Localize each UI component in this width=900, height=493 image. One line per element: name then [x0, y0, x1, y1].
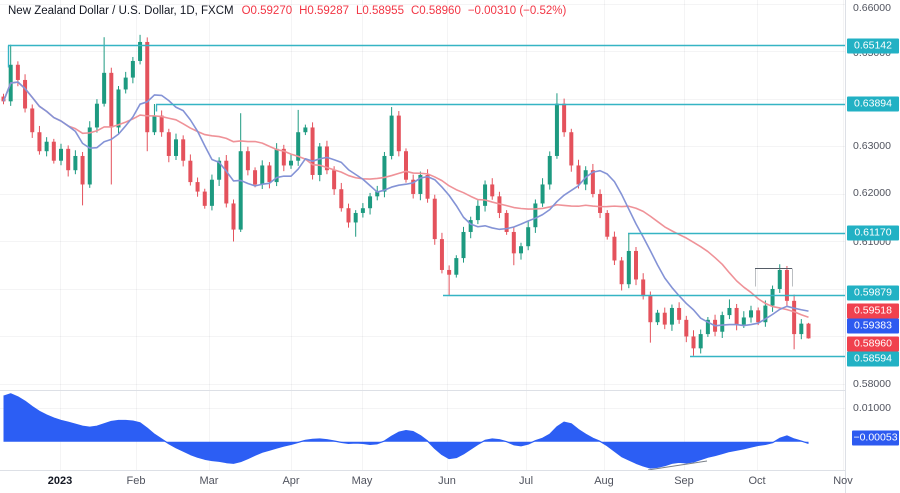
price-tag-label: 0.58960: [847, 336, 899, 352]
ohlc-close: C0.58960: [410, 5, 461, 17]
price-grid-label: 0.01000: [853, 402, 891, 414]
symbol-legend: New Zealand Dollar / U.S. Dollar, 1D, FX…: [8, 5, 573, 17]
price-tag-label: 0.59518: [847, 303, 899, 319]
time-axis-label: Mar: [199, 475, 219, 487]
time-axis-label: Jul: [518, 475, 534, 487]
ohlc-low: L0.58955: [356, 5, 404, 17]
price-tag-label: 0.63894: [847, 96, 899, 112]
time-axis-label: Apr: [282, 475, 300, 487]
time-axis-label: 2023: [47, 475, 73, 487]
time-axis-label: Oct: [748, 475, 766, 487]
price-tag-label: 0.59383: [847, 318, 899, 334]
price-grid-label: 0.58000: [853, 378, 891, 390]
ohlc-change: −0.00310 (−0.52%): [467, 5, 567, 17]
symbol-title[interactable]: New Zealand Dollar / U.S. Dollar, 1D, FX…: [8, 5, 234, 17]
time-axis-label: Nov: [833, 475, 853, 487]
ohlc-high: H0.59287: [299, 5, 349, 17]
price-grid-label: 0.66000: [853, 2, 891, 14]
price-tag-label: 0.59879: [847, 285, 899, 301]
time-axis-label: Aug: [594, 475, 614, 487]
price-tag-label: 0.58594: [847, 351, 899, 367]
price-axis[interactable]: 0.660000.650000.630000.620000.610000.580…: [845, 0, 900, 493]
time-axis-label: Feb: [126, 475, 146, 487]
price-grid-label: 0.63000: [853, 140, 891, 152]
ohlc-open: O0.59270: [241, 5, 293, 17]
time-axis[interactable]: 2023 Feb Mar Apr May Jun Jul Aug Sep Oct Nov: [0, 470, 853, 493]
price-tag-label: 0.65142: [847, 38, 899, 54]
price-chart-canvas[interactable]: [0, 0, 845, 470]
price-grid-label: 0.62000: [853, 187, 891, 199]
price-tag-label: −0.00053: [852, 430, 899, 446]
time-axis-label: Jun: [438, 475, 456, 487]
time-axis-label: May: [351, 475, 373, 487]
time-axis-label: Sep: [674, 475, 694, 487]
price-tag-label: 0.61170: [847, 225, 899, 241]
